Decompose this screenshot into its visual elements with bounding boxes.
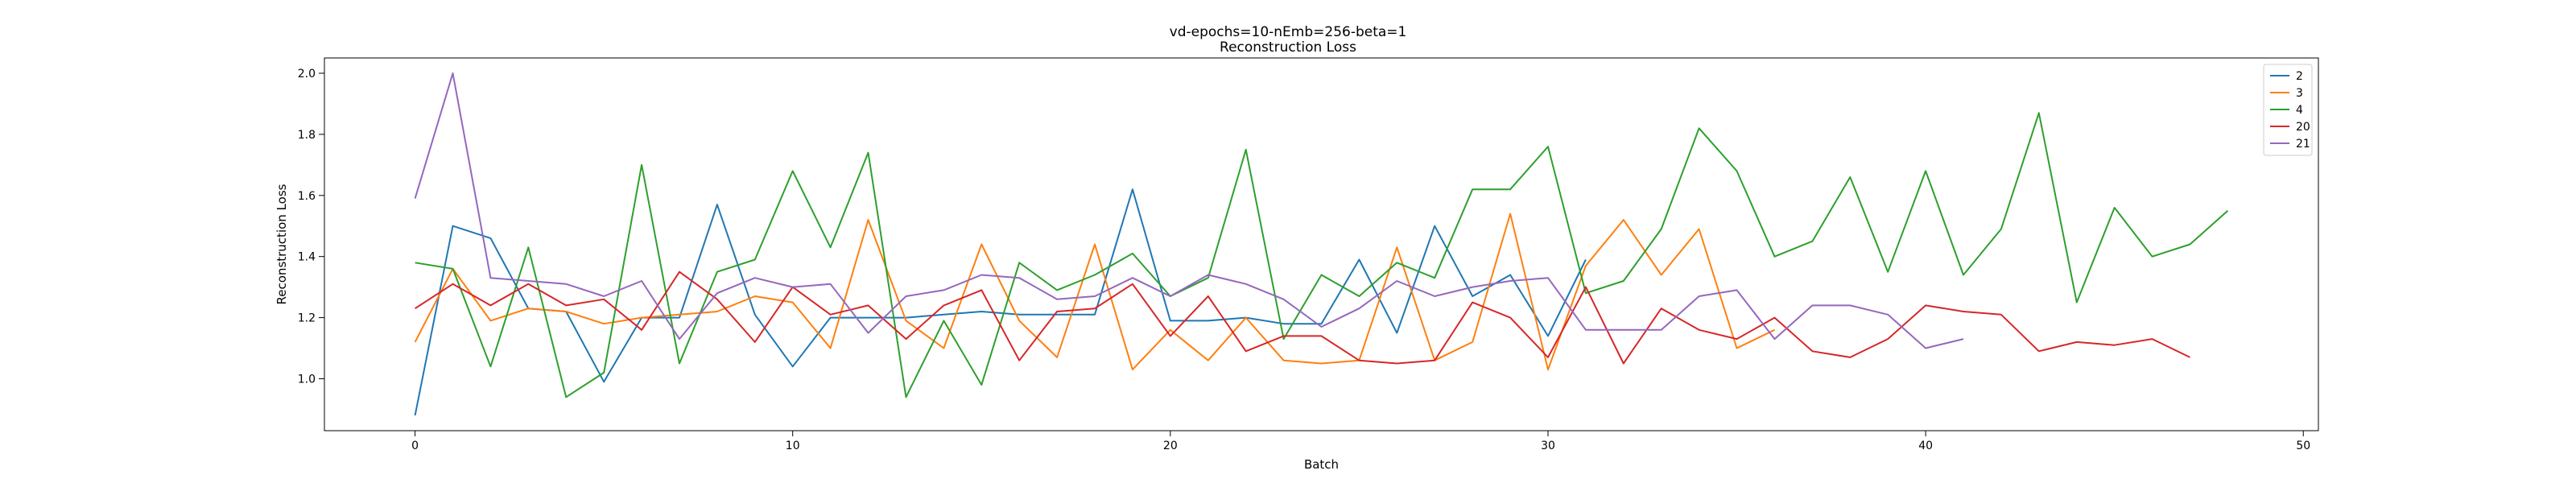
series-line-21 bbox=[414, 72, 1964, 349]
legend-label: 20 bbox=[2296, 121, 2310, 134]
y-axis-ticks: 1.0 1.2 1.4 1.6 1.8 2.0 bbox=[298, 68, 324, 386]
legend-label: 4 bbox=[2296, 104, 2303, 117]
series-line-3 bbox=[414, 213, 1775, 371]
legend-label: 2 bbox=[2296, 70, 2303, 83]
chart-title: vd-epochs=10-nEmb=256-beta=1 bbox=[1170, 24, 1407, 40]
chart-subtitle: Reconstruction Loss bbox=[1220, 39, 1356, 56]
series-line-20 bbox=[415, 270, 2190, 365]
x-tick-label: 0 bbox=[411, 440, 419, 452]
legend: 2 3 4 20 21 bbox=[2263, 64, 2313, 156]
x-axis-label: Batch bbox=[1304, 457, 1339, 472]
x-tick-label: 30 bbox=[1541, 440, 1555, 452]
x-tick-label: 20 bbox=[1163, 440, 1178, 452]
y-tick-label: 1.4 bbox=[298, 251, 316, 264]
y-tick-label: 1.2 bbox=[298, 312, 316, 325]
x-tick-label: 10 bbox=[786, 440, 800, 452]
series-line-4 bbox=[415, 112, 2229, 398]
x-tick-label: 40 bbox=[1918, 440, 1933, 452]
y-tick-label: 1.6 bbox=[298, 190, 316, 203]
y-tick-label: 1.0 bbox=[298, 373, 316, 386]
y-tick-label: 2.0 bbox=[298, 68, 316, 80]
series-lines bbox=[414, 72, 2229, 416]
x-tick-label: 50 bbox=[2296, 440, 2310, 452]
x-axis-ticks: 0 10 20 30 40 50 bbox=[411, 431, 2310, 452]
legend-label: 21 bbox=[2296, 138, 2310, 151]
legend-label: 3 bbox=[2296, 87, 2303, 100]
y-axis-label: Reconstruction Loss bbox=[275, 184, 289, 304]
y-tick-label: 1.8 bbox=[298, 129, 316, 142]
plot-area bbox=[324, 57, 2319, 431]
series-line-2 bbox=[414, 188, 1587, 416]
